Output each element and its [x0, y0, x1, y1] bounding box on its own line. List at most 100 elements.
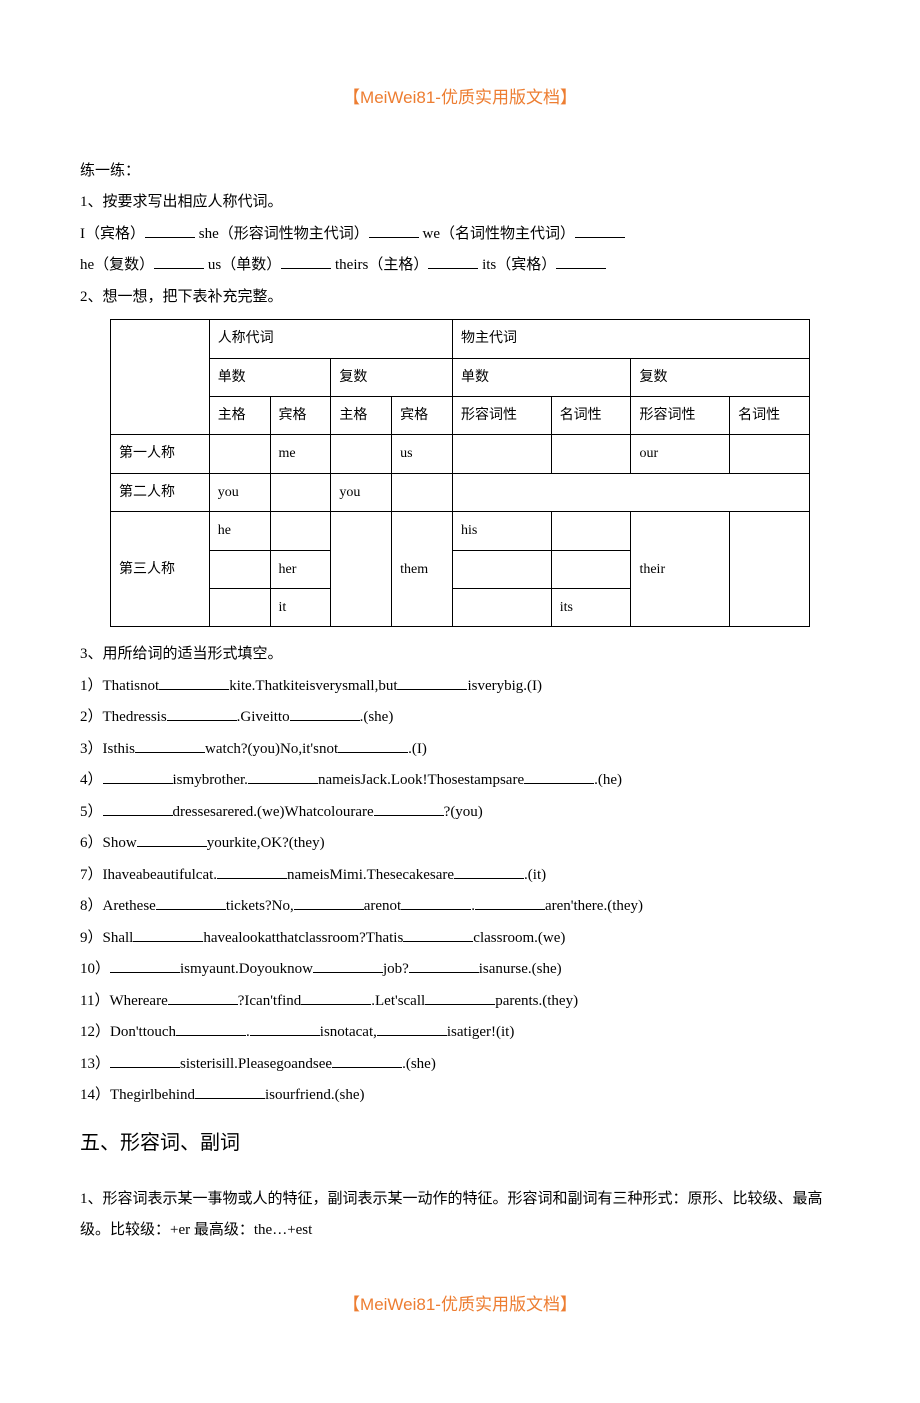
item-number: 13） [80, 1056, 110, 1072]
th-leaf: 主格 [331, 396, 392, 434]
text-segment: Isthis [103, 741, 136, 757]
q1-r1-1: she（形容词性物主代词） [199, 226, 369, 242]
blank [133, 926, 203, 942]
cell [209, 435, 270, 473]
cell: its [551, 588, 631, 626]
cell [453, 435, 552, 473]
text-segment: Ihaveabeautifulcat. [103, 867, 218, 883]
item-number: 1） [80, 678, 103, 694]
th-leaf: 宾格 [392, 396, 453, 434]
item-number: 8） [80, 898, 103, 914]
cell [270, 473, 331, 511]
th-leaf: 宾格 [270, 396, 331, 434]
q1-r2-0: he（复数） [80, 257, 154, 273]
row-label: 第三人称 [111, 512, 210, 627]
text-segment: classroom.(we) [473, 930, 565, 946]
cell: their [631, 512, 730, 627]
text-segment: .(she) [402, 1056, 436, 1072]
text-segment: ismyaunt.Doyouknow [180, 961, 313, 977]
th-possessive: 物主代词 [453, 320, 810, 358]
practice-title: 练一练： [80, 156, 840, 188]
text-segment: ?Ican'tfind [238, 993, 302, 1009]
q1-title: 1、按要求写出相应人称代词。 [80, 187, 840, 219]
blank [290, 705, 360, 721]
q3-item: 6）Show yourkite,OK?(they) [80, 828, 840, 860]
blank [195, 1083, 265, 1099]
th-plur2: 复数 [631, 358, 810, 396]
text-segment: aren'there.(they) [545, 898, 643, 914]
cell [270, 512, 331, 550]
q3-item: 12）Don'ttouch.isnotacat,isatiger!(it) [80, 1017, 840, 1049]
cell: me [270, 435, 331, 473]
q3-item: 9）Shallhavealookatthatclassroom?Thatiscl… [80, 923, 840, 955]
th-leaf: 名词性 [730, 396, 810, 434]
cell: our [631, 435, 730, 473]
row-label: 第一人称 [111, 435, 210, 473]
cell [453, 550, 552, 588]
cell [209, 588, 270, 626]
text-segment: Thatisnot [103, 678, 160, 694]
item-number: 9） [80, 930, 103, 946]
text-segment: .(she) [360, 709, 394, 725]
text-segment: Show [103, 835, 137, 851]
blank [397, 674, 467, 690]
q3-title: 3、用所给词的适当形式填空。 [80, 639, 840, 671]
text-segment: isnotacat, [320, 1024, 377, 1040]
blank [250, 1020, 320, 1036]
blank [176, 1020, 246, 1036]
item-number: 14） [80, 1087, 110, 1103]
text-segment: nameisJack.Look!Thosestampsare [318, 772, 524, 788]
blank [556, 253, 606, 269]
text-segment: Don'ttouch [110, 1024, 176, 1040]
blank [281, 253, 331, 269]
cell: it [270, 588, 331, 626]
blank [137, 831, 207, 847]
row-label: 第二人称 [111, 473, 210, 511]
blank [369, 222, 419, 238]
th-plur1: 复数 [331, 358, 453, 396]
blank [110, 1052, 180, 1068]
q2-title: 2、想一想，把下表补充完整。 [80, 282, 840, 314]
th-leaf: 名词性 [551, 396, 631, 434]
item-number: 4） [80, 772, 103, 788]
text-segment: isanurse.(she) [479, 961, 562, 977]
blank [313, 957, 383, 973]
text-segment: arenot [364, 898, 401, 914]
blank [575, 222, 625, 238]
q3-item: 2）Thedressis.Giveitto.(she) [80, 702, 840, 734]
text-segment: isourfriend.(she) [265, 1087, 365, 1103]
q3-item: 13）sisterisill.Pleasegoandsee.(she) [80, 1049, 840, 1081]
cell [730, 435, 810, 473]
th-sing1: 单数 [209, 358, 331, 396]
text-segment: yourkite,OK?(they) [207, 835, 325, 851]
q1-r1-0: I（宾格） [80, 226, 145, 242]
item-number: 3） [80, 741, 103, 757]
q3-item: 8）Arethesetickets?No,arenot.aren'there.(… [80, 891, 840, 923]
text-segment: Thegirlbehind [110, 1087, 195, 1103]
text-segment: Thedressis [103, 709, 167, 725]
text-segment: isatiger!(it) [447, 1024, 514, 1040]
text-segment: ismybrother. [173, 772, 248, 788]
blank [403, 926, 473, 942]
text-segment: .(it) [524, 867, 546, 883]
text-segment: Shall [103, 930, 134, 946]
section5-body: 1、形容词表示某一事物或人的特征，副词表示某一动作的特征。形容词和副词有三种形式… [80, 1184, 840, 1247]
cell: her [270, 550, 331, 588]
cell [331, 435, 392, 473]
blank [217, 863, 287, 879]
item-number: 11） [80, 993, 109, 1009]
q1-r2-1: us（单数） [208, 257, 281, 273]
cell: his [453, 512, 552, 550]
q3-list: 1）Thatisnotkite.Thatkiteisverysmall,buti… [80, 671, 840, 1112]
text-segment: .Let'scall [371, 993, 425, 1009]
blank [159, 674, 229, 690]
text-segment: .(I) [408, 741, 427, 757]
blank [135, 737, 205, 753]
blank [377, 1020, 447, 1036]
text-segment: parents.(they) [495, 993, 578, 1009]
cell [730, 512, 810, 627]
blank [332, 1052, 402, 1068]
th-personal: 人称代词 [209, 320, 452, 358]
blank [409, 957, 479, 973]
item-number: 6） [80, 835, 103, 851]
